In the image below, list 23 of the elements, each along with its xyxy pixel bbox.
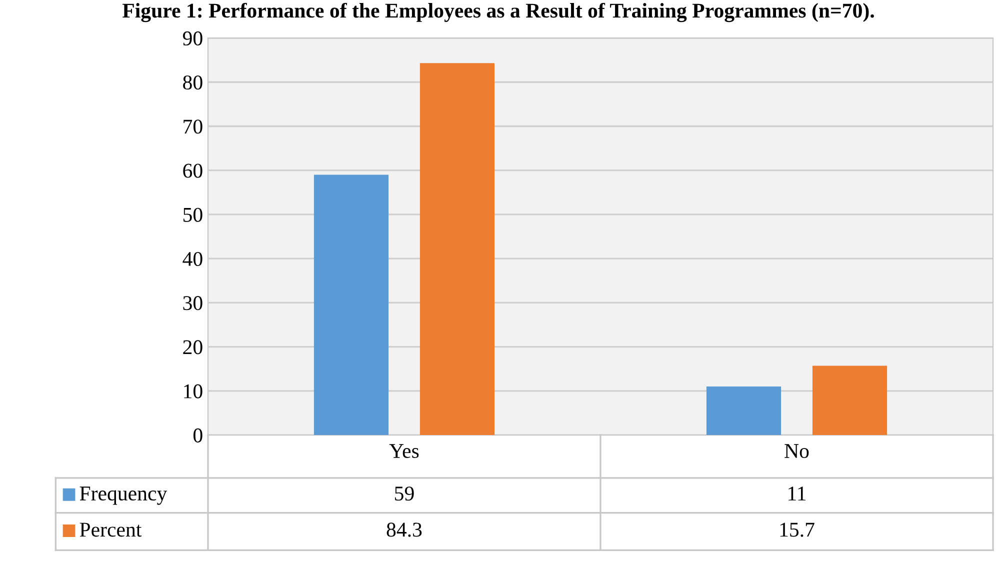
bar bbox=[706, 386, 782, 436]
bar bbox=[314, 174, 389, 436]
y-tick-label: 20 bbox=[183, 340, 202, 354]
legend-label: Frequency bbox=[80, 486, 168, 505]
y-tick-label: 70 bbox=[184, 120, 202, 134]
bar bbox=[420, 63, 495, 436]
chart-title: Figure 1: Performance of the Employees as a Result of Training Programmes (n=70). bbox=[122, 2, 874, 22]
y-tick-label: 10 bbox=[184, 384, 202, 398]
x-tick-label: No bbox=[784, 444, 809, 458]
legend-label: Percent bbox=[80, 522, 142, 537]
y-tick-label: 60 bbox=[183, 164, 202, 178]
y-tick-label: 80 bbox=[183, 75, 202, 90]
data-label: 84.3 bbox=[386, 522, 422, 537]
x-tick-label: Yes bbox=[389, 444, 419, 458]
y-tick-label: 40 bbox=[182, 252, 202, 266]
y-tick-label: 30 bbox=[183, 296, 202, 310]
bar bbox=[812, 366, 888, 436]
data-label: 59 bbox=[395, 486, 414, 501]
y-tick-label: 50 bbox=[183, 208, 202, 222]
y-tick-label: 90 bbox=[182, 31, 202, 46]
y-tick-label: 0 bbox=[193, 428, 202, 442]
data-label: 15.7 bbox=[780, 522, 814, 537]
data-label: 11 bbox=[788, 486, 806, 500]
